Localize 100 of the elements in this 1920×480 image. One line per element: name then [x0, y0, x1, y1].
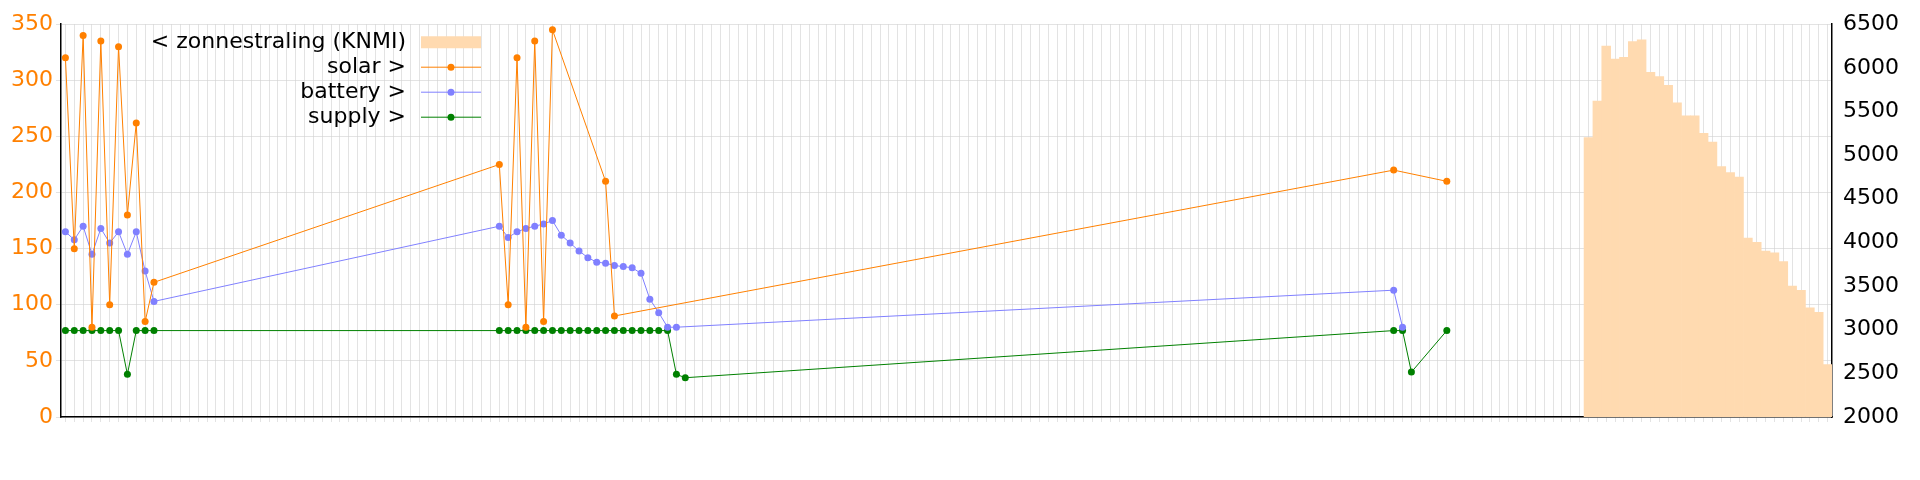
y-tick-label: 350	[10, 9, 53, 35]
point	[123, 370, 131, 378]
y2-tick-label: 6000	[1843, 53, 1900, 79]
y-tick-label: 300	[10, 66, 53, 92]
point	[619, 263, 627, 271]
point	[1443, 327, 1451, 335]
y-tick-label: 200	[10, 178, 53, 204]
y2-tick-label: 4500	[1843, 184, 1900, 210]
y-tick-label: 250	[10, 122, 53, 148]
legend-label: solar >	[326, 52, 406, 78]
point	[593, 258, 601, 266]
point	[1443, 177, 1451, 185]
point	[593, 327, 601, 335]
point	[540, 327, 548, 335]
point	[637, 327, 645, 335]
point	[1390, 166, 1398, 174]
point	[97, 327, 105, 335]
point	[548, 327, 556, 335]
point	[61, 54, 69, 62]
point	[628, 327, 636, 335]
point	[531, 327, 539, 335]
point	[522, 323, 530, 331]
point	[548, 217, 556, 225]
point	[584, 254, 592, 262]
point	[602, 177, 610, 185]
point	[115, 228, 123, 236]
point	[664, 323, 672, 331]
point	[566, 239, 574, 247]
point	[504, 327, 512, 335]
point	[150, 278, 158, 286]
legend-label: battery >	[300, 77, 406, 103]
point	[123, 211, 131, 219]
point	[1390, 327, 1398, 335]
y2-tick-label: 5500	[1843, 97, 1900, 123]
point	[513, 54, 521, 62]
point	[1390, 286, 1398, 294]
point	[70, 245, 78, 253]
legend-label: supply >	[308, 102, 406, 128]
point	[504, 301, 512, 309]
point	[646, 327, 654, 335]
point	[602, 259, 610, 267]
point	[619, 327, 627, 335]
point	[540, 318, 548, 326]
point	[602, 327, 610, 335]
point	[637, 269, 645, 277]
point	[513, 327, 521, 335]
point	[495, 160, 503, 168]
y2-tick-label: 4000	[1843, 228, 1900, 254]
point	[628, 264, 636, 272]
point	[566, 327, 574, 335]
point	[150, 327, 158, 335]
point	[132, 228, 140, 236]
y2-tick-label: 3000	[1843, 315, 1900, 341]
point	[70, 327, 78, 335]
point	[575, 327, 583, 335]
y-tick-label: 100	[10, 290, 53, 316]
point	[106, 301, 114, 309]
y-tick-label: 50	[24, 346, 53, 372]
point	[97, 224, 105, 232]
y2-tick-label: 3500	[1843, 271, 1900, 297]
point	[88, 323, 96, 331]
point	[79, 31, 87, 39]
point	[61, 228, 69, 236]
y2-tick-label: 2000	[1843, 402, 1900, 428]
point	[106, 327, 114, 335]
point	[513, 228, 521, 236]
point	[115, 43, 123, 51]
y2-tick-label: 6500	[1843, 9, 1900, 35]
point	[79, 327, 87, 335]
point	[548, 26, 556, 34]
point	[557, 327, 565, 335]
point	[61, 327, 69, 335]
point	[646, 295, 654, 303]
y2-tick-label: 2500	[1843, 359, 1900, 385]
point	[681, 374, 689, 382]
point	[141, 327, 149, 335]
point	[655, 327, 663, 335]
point	[531, 37, 539, 45]
point	[79, 222, 87, 230]
point	[123, 250, 131, 258]
y-tick-label: 150	[10, 234, 53, 260]
point	[1399, 323, 1407, 331]
point	[610, 327, 618, 335]
point	[115, 327, 123, 335]
point	[575, 247, 583, 255]
point	[531, 222, 539, 230]
y-tick-label: 0	[38, 402, 53, 428]
point	[672, 323, 680, 331]
point	[655, 309, 663, 317]
point	[495, 222, 503, 230]
point	[495, 327, 503, 335]
point	[610, 312, 618, 320]
point	[150, 297, 158, 305]
legend-label: < zonnestraling (KNMI)	[150, 27, 406, 53]
point	[132, 119, 140, 127]
point	[672, 370, 680, 378]
point	[132, 327, 140, 335]
y2-tick-label: 5000	[1843, 140, 1900, 166]
point	[584, 327, 592, 335]
point	[610, 261, 618, 269]
